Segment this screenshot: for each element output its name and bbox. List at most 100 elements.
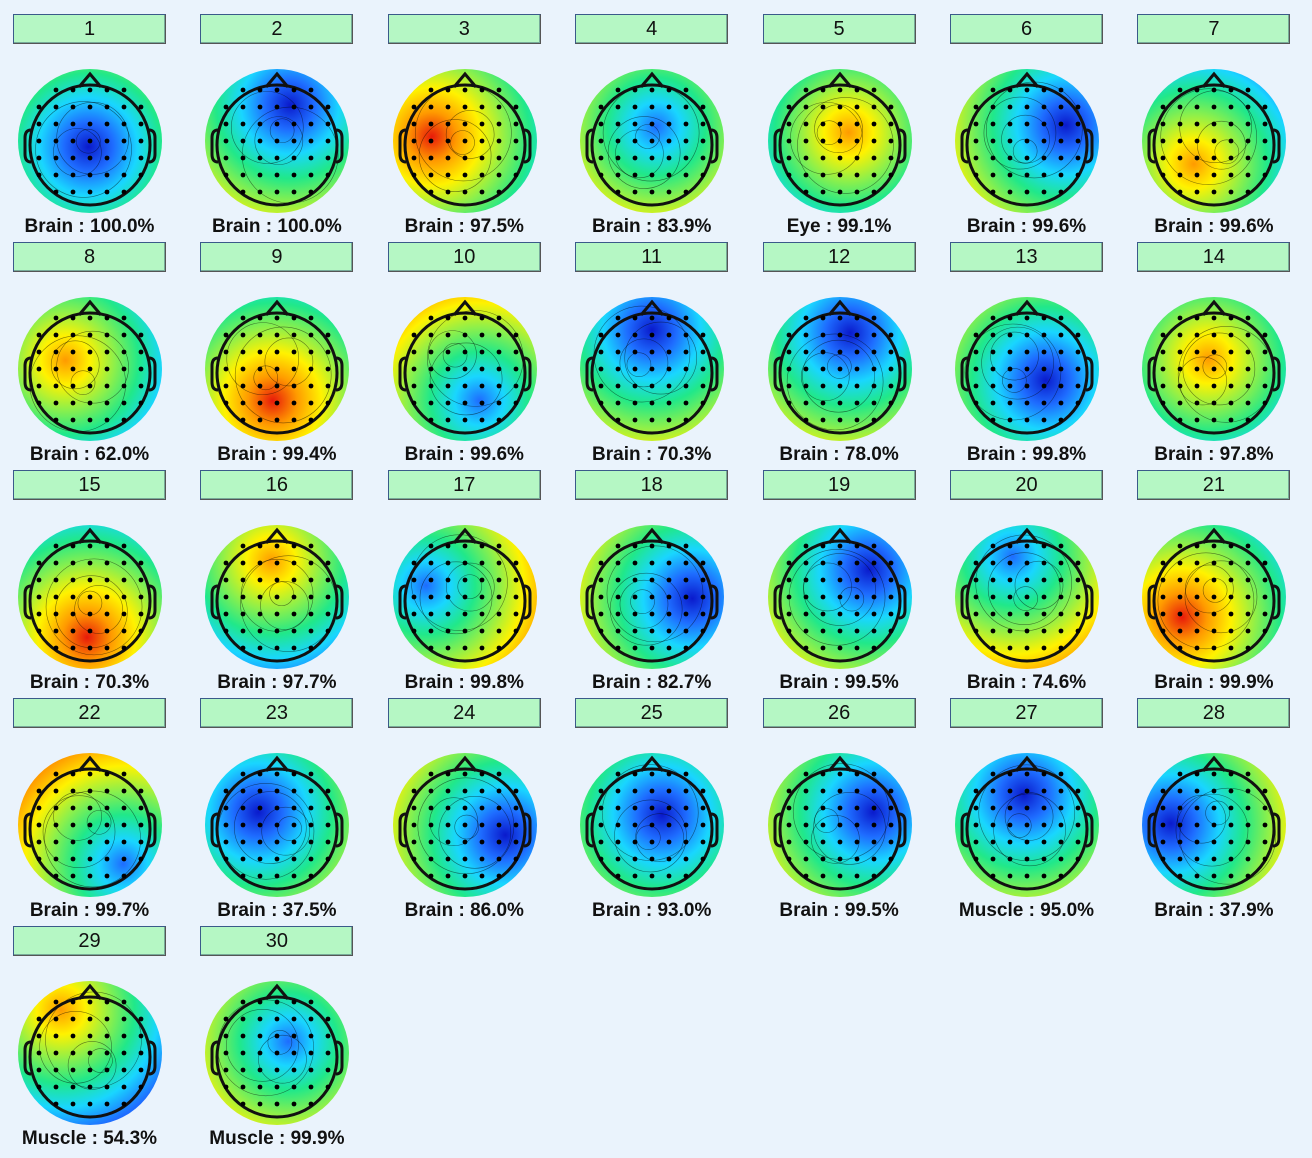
electrode [428, 87, 434, 93]
component-button[interactable]: 15 [13, 470, 166, 500]
right-ear [711, 812, 719, 848]
electrode [786, 332, 791, 338]
electrode [1007, 138, 1013, 144]
electrode [871, 543, 876, 549]
electrode [445, 805, 451, 811]
scalp-map [18, 297, 162, 441]
electrode [1211, 577, 1217, 583]
electrode [325, 822, 331, 828]
classification-label: Brain : 99.9% [1154, 672, 1274, 693]
component-button[interactable]: 26 [762, 698, 916, 728]
right-ear [1273, 128, 1281, 164]
electrode [1262, 560, 1268, 566]
electrode [820, 332, 825, 338]
electrode [1007, 594, 1013, 600]
electrode [325, 1033, 331, 1039]
electrode [803, 417, 808, 423]
component-button[interactable]: 29 [13, 926, 166, 956]
component-button[interactable]: 2 [200, 14, 354, 44]
component-button[interactable]: 18 [575, 470, 729, 500]
electrode [479, 645, 485, 651]
electrode [104, 1084, 110, 1090]
component-button[interactable]: 8 [13, 242, 166, 272]
component-button[interactable]: 20 [950, 470, 1103, 500]
electrode [428, 189, 434, 195]
electrode [87, 315, 93, 321]
component-button[interactable]: 16 [200, 470, 354, 500]
electrode [1177, 189, 1183, 195]
electrode [291, 138, 297, 144]
electrode [632, 349, 638, 355]
electrode [1160, 611, 1166, 617]
electrode [1041, 560, 1047, 566]
electrode [786, 138, 791, 144]
component-button[interactable]: 6 [950, 14, 1103, 44]
electrode [291, 543, 297, 549]
component-button[interactable]: 27 [950, 698, 1103, 728]
component-tile: 17 Brain : 99.8% [387, 470, 544, 696]
electrode [700, 172, 706, 178]
component-tile: 25 Brain : 93.0% [575, 698, 731, 924]
component-button[interactable]: 24 [387, 698, 541, 728]
electrode [36, 1084, 42, 1090]
electrode [990, 645, 996, 651]
electrode [223, 138, 229, 144]
electrode [138, 611, 144, 617]
electrode [138, 1067, 144, 1073]
contour [615, 129, 664, 179]
component-button[interactable]: 19 [762, 470, 916, 500]
component-button[interactable]: 30 [200, 926, 354, 956]
component-button[interactable]: 21 [1137, 470, 1291, 500]
electrode [615, 87, 621, 93]
component-button[interactable]: 12 [762, 242, 916, 272]
electrode [786, 628, 791, 634]
electrode [87, 366, 93, 372]
classification-label: Brain : 83.9% [592, 216, 712, 237]
electrode [240, 611, 246, 617]
contour [1004, 792, 1054, 841]
electrode [1228, 104, 1234, 110]
electrode [36, 822, 42, 828]
component-button[interactable]: 9 [200, 242, 354, 272]
electrode [325, 577, 331, 583]
component-button[interactable]: 3 [387, 14, 541, 44]
component-button[interactable]: 11 [575, 242, 729, 272]
component-button[interactable]: 4 [575, 14, 729, 44]
electrode [1160, 121, 1166, 127]
component-button[interactable]: 10 [387, 242, 541, 272]
electrode [1075, 172, 1081, 178]
contour [983, 96, 1057, 170]
electrode [87, 104, 93, 110]
component-button[interactable]: 22 [13, 698, 166, 728]
component-button[interactable]: 13 [950, 242, 1103, 272]
left-ear [210, 128, 219, 164]
component-button[interactable]: 28 [1137, 698, 1291, 728]
electrode [53, 315, 59, 321]
component-button[interactable]: 7 [1137, 14, 1291, 44]
electrode [138, 138, 144, 144]
electrode [104, 788, 110, 794]
electrode [700, 577, 706, 583]
electrode [36, 1016, 42, 1022]
electrode [479, 383, 485, 389]
component-button[interactable]: 14 [1137, 242, 1291, 272]
right-ear [711, 128, 719, 164]
component-button[interactable]: 25 [575, 698, 729, 728]
electrode [104, 138, 110, 144]
electrode [53, 999, 59, 1005]
electrode [428, 121, 434, 127]
right-ear [1273, 812, 1281, 848]
electrode [428, 839, 434, 845]
component-button[interactable]: 1 [13, 14, 166, 44]
electrode [990, 611, 996, 617]
component-button[interactable]: 17 [387, 470, 541, 500]
electrode [1211, 856, 1217, 862]
electrode [820, 560, 825, 566]
electrode [837, 383, 842, 389]
component-button[interactable]: 23 [200, 698, 354, 728]
electrode [462, 771, 468, 777]
electrode [632, 400, 638, 406]
electrode [325, 788, 331, 794]
electrode [786, 839, 791, 845]
component-button[interactable]: 5 [762, 14, 916, 44]
